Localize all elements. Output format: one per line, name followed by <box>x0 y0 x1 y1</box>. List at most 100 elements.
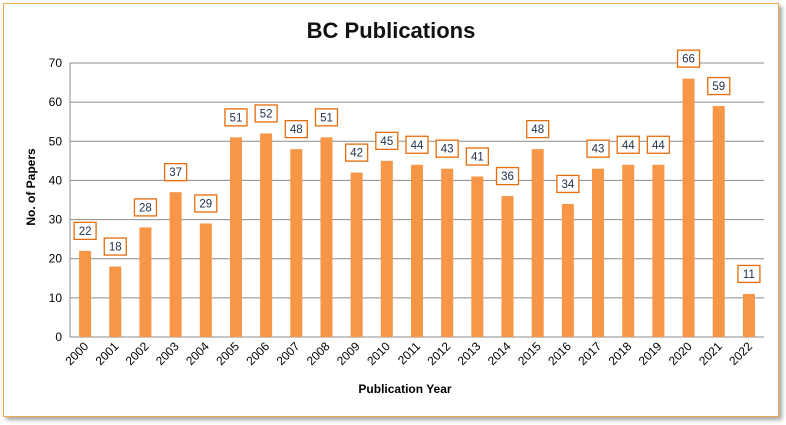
x-tick-label: 2008 <box>304 339 333 368</box>
bar-2009 <box>350 172 363 337</box>
bar-2016 <box>561 203 574 337</box>
y-tick-label: 0 <box>55 330 62 344</box>
y-tick-label: 70 <box>49 56 63 70</box>
x-tick-label: 2003 <box>153 339 182 368</box>
x-tick-label: 2019 <box>636 339 665 368</box>
x-tick-label: 2011 <box>395 339 423 367</box>
bar-2012 <box>441 168 454 337</box>
svg-text:11: 11 <box>743 269 755 281</box>
bar-2018 <box>622 164 635 337</box>
bar-2021 <box>712 106 725 337</box>
data-label-2015: 48 <box>526 119 550 139</box>
x-tick-label: 2017 <box>575 339 604 368</box>
svg-text:48: 48 <box>531 124 544 136</box>
svg-text:52: 52 <box>260 108 273 120</box>
chart-title: BC Publications <box>306 18 476 43</box>
bar-2002 <box>139 227 152 337</box>
bar-2007 <box>290 149 303 337</box>
y-tick-label: 60 <box>49 95 63 109</box>
x-tick-label: 2007 <box>274 339 303 368</box>
data-label-2005: 51 <box>224 108 248 127</box>
data-label-2000: 22 <box>73 221 97 241</box>
data-label-2010: 45 <box>375 131 399 151</box>
svg-text:66: 66 <box>682 54 695 66</box>
bar-2008 <box>320 137 333 337</box>
bar-2000 <box>79 250 92 337</box>
data-label-2012: 43 <box>435 139 459 158</box>
svg-text:22: 22 <box>79 226 92 238</box>
data-label-2018: 44 <box>616 135 640 154</box>
data-label-2007: 48 <box>284 119 308 139</box>
svg-text:36: 36 <box>501 171 514 183</box>
svg-text:44: 44 <box>622 140 635 152</box>
bar-2020 <box>682 78 695 338</box>
svg-text:41: 41 <box>471 152 484 164</box>
bars <box>79 78 755 338</box>
x-tick-label: 2005 <box>213 339 242 368</box>
x-tick-label: 2001 <box>93 339 122 368</box>
data-label-2016: 34 <box>556 174 580 194</box>
svg-text:43: 43 <box>592 144 605 156</box>
data-label-2011: 44 <box>405 135 429 154</box>
bar-2004 <box>199 223 212 337</box>
x-axis-label: Publication Year <box>358 382 451 396</box>
x-tick-label: 2013 <box>455 339 484 368</box>
data-label-2019: 44 <box>646 135 671 154</box>
data-label-2001: 18 <box>103 237 127 256</box>
svg-text:48: 48 <box>290 124 303 136</box>
y-axis-ticks: 0 10 20 30 40 50 60 70 <box>49 56 63 344</box>
svg-text:51: 51 <box>320 112 333 124</box>
x-tick-label: 2014 <box>485 339 514 368</box>
svg-text:28: 28 <box>139 202 152 214</box>
data-label-2009: 42 <box>345 143 369 162</box>
data-label-2006: 52 <box>254 104 278 123</box>
svg-text:51: 51 <box>230 112 243 124</box>
y-tick-label: 10 <box>49 291 63 305</box>
bar-2005 <box>229 137 242 337</box>
svg-text:18: 18 <box>109 242 122 254</box>
data-label-2002: 28 <box>133 198 158 217</box>
y-axis-label: No. of Papers <box>24 148 38 226</box>
data-labels: 22 18 28 37 29 51 52 48 51 42 45 44 43 41 36 48 34 43 44 44… <box>73 49 761 284</box>
y-tick-label: 50 <box>49 134 63 148</box>
bar-2011 <box>411 164 423 337</box>
data-label-2021: 59 <box>707 76 731 96</box>
x-tick-label: 2016 <box>545 339 574 368</box>
x-tick-label: 2012 <box>425 339 454 368</box>
svg-text:29: 29 <box>199 198 212 210</box>
y-tick-label: 40 <box>49 173 63 187</box>
svg-text:34: 34 <box>561 179 574 191</box>
bar-2003 <box>169 192 182 337</box>
bar-2022 <box>742 293 755 337</box>
bar-2014 <box>501 196 514 337</box>
svg-text:37: 37 <box>169 167 182 179</box>
x-tick-label: 2021 <box>696 339 725 368</box>
y-tick-label: 20 <box>49 252 63 266</box>
data-label-2003: 37 <box>163 163 188 182</box>
x-tick-label: 2020 <box>666 339 695 368</box>
bar-2001 <box>109 266 122 337</box>
x-tick-label: 2002 <box>123 339 152 368</box>
data-label-2008: 51 <box>314 108 339 127</box>
x-tick-label: 2010 <box>364 339 393 368</box>
x-tick-label: 2009 <box>334 339 363 368</box>
svg-text:44: 44 <box>411 140 424 152</box>
bar-2010 <box>380 160 393 337</box>
x-tick-label: 2006 <box>243 339 272 368</box>
bar-2019 <box>652 164 665 337</box>
bar-2017 <box>592 168 605 337</box>
bar-2015 <box>531 149 544 337</box>
bar-2006 <box>260 133 273 337</box>
x-tick-label: 2015 <box>515 339 544 368</box>
x-tick-label: 2004 <box>183 339 212 368</box>
data-label-2004: 29 <box>194 194 218 213</box>
x-axis-ticks: 2000 2001 2002 2003 2004 2005 2006 2007 2008 2009… <box>62 339 755 368</box>
svg-text:44: 44 <box>652 140 665 152</box>
x-tick-label: 2000 <box>62 339 91 368</box>
data-label-2022: 11 <box>737 264 761 284</box>
x-tick-label: 2018 <box>606 339 635 368</box>
bar-2013 <box>471 176 484 337</box>
data-label-2020: 66 <box>676 49 701 68</box>
svg-text:45: 45 <box>380 136 393 148</box>
